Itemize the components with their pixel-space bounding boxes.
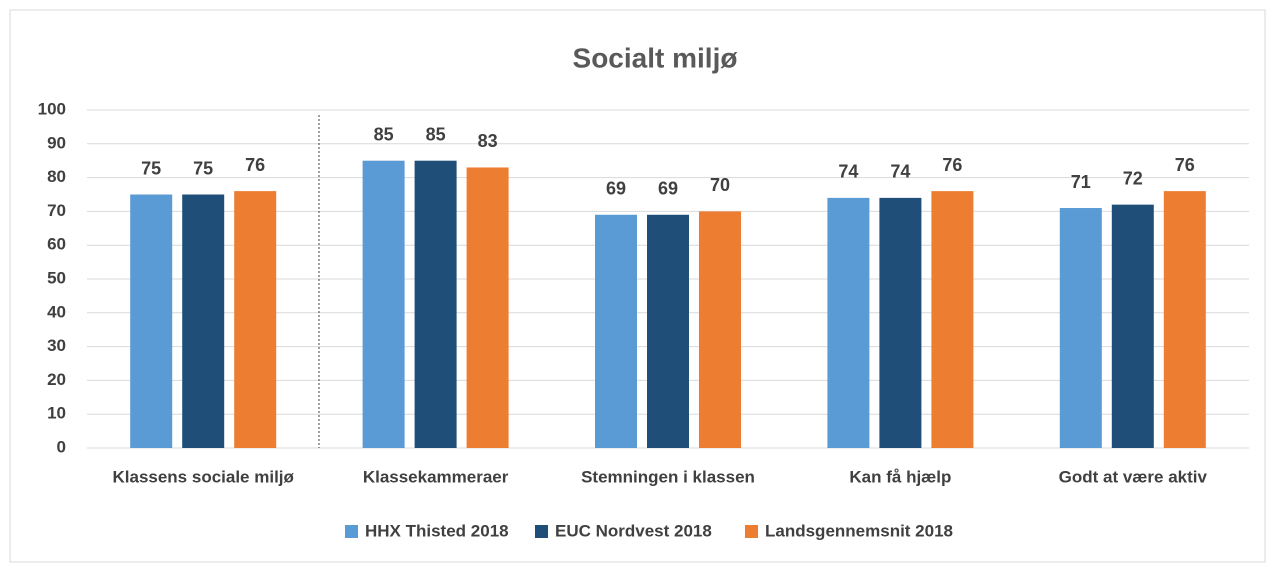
bar xyxy=(1111,204,1154,448)
y-tick-label: 30 xyxy=(47,336,66,355)
bar xyxy=(931,191,974,448)
value-label: 83 xyxy=(478,131,498,151)
x-tick-label: Kan få hjælp xyxy=(849,467,951,486)
bar xyxy=(362,160,405,448)
x-tick-label: Godt at være aktiv xyxy=(1059,467,1208,486)
value-label: 76 xyxy=(1175,155,1195,175)
x-tick-label: Klassens sociale miljø xyxy=(112,467,294,486)
legend-label: EUC Nordvest 2018 xyxy=(555,521,712,540)
y-tick-label: 20 xyxy=(47,370,66,389)
bar xyxy=(647,214,689,448)
legend-label: Landsgennemsnit 2018 xyxy=(765,521,953,540)
value-label: 85 xyxy=(426,124,446,144)
value-label: 76 xyxy=(942,155,962,175)
x-tick-label: Klassekammeraer xyxy=(363,467,509,486)
bar xyxy=(130,194,173,448)
value-label: 74 xyxy=(890,162,910,182)
bar xyxy=(699,211,741,448)
bar xyxy=(879,197,922,448)
y-tick-label: 70 xyxy=(47,201,66,220)
y-tick-label: 60 xyxy=(47,235,66,254)
legend-swatch xyxy=(535,525,548,538)
y-tick-label: 100 xyxy=(38,99,66,118)
legend-label: HHX Thisted 2018 xyxy=(365,521,509,540)
value-label: 70 xyxy=(710,175,730,195)
y-tick-label: 80 xyxy=(47,167,66,186)
value-label: 75 xyxy=(193,158,213,178)
y-tick-label: 10 xyxy=(47,404,66,423)
y-tick-label: 50 xyxy=(47,268,66,287)
bar xyxy=(827,197,870,448)
chart-title: Socialt miljø xyxy=(573,42,738,73)
legend-swatch xyxy=(345,525,358,538)
bar xyxy=(234,191,277,448)
value-label: 85 xyxy=(374,124,394,144)
value-label: 71 xyxy=(1071,172,1091,192)
y-tick-label: 0 xyxy=(57,437,66,456)
bar xyxy=(182,194,225,448)
value-label: 72 xyxy=(1123,168,1143,188)
y-tick-label: 90 xyxy=(47,133,66,152)
y-tick-label: 40 xyxy=(47,302,66,321)
bar xyxy=(414,160,457,448)
legend-swatch xyxy=(745,525,758,538)
value-label: 74 xyxy=(838,162,858,182)
value-label: 76 xyxy=(245,155,265,175)
bar xyxy=(1163,191,1206,448)
value-label: 69 xyxy=(606,179,626,199)
bar xyxy=(595,214,637,448)
bar xyxy=(1059,208,1102,448)
value-label: 75 xyxy=(141,158,161,178)
bar xyxy=(466,167,509,448)
x-tick-label: Stemningen i klassen xyxy=(581,467,755,486)
value-label: 69 xyxy=(658,179,678,199)
